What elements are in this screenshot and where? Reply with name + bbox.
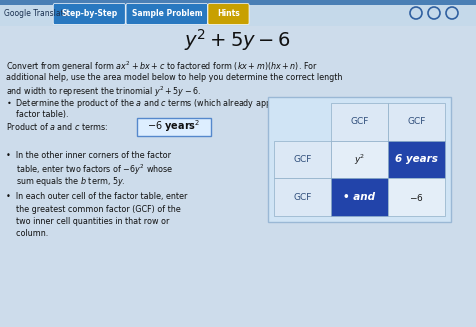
Text: Hints: Hints	[217, 9, 240, 19]
FancyBboxPatch shape	[53, 4, 125, 25]
Text: Product of $a$ and $c$ terms:: Product of $a$ and $c$ terms:	[6, 121, 112, 132]
FancyBboxPatch shape	[268, 97, 451, 222]
Text: Step-by-Step: Step-by-Step	[61, 9, 118, 19]
Text: $-6$: $-6$	[409, 192, 424, 202]
FancyBboxPatch shape	[388, 141, 445, 178]
Text: column.: column.	[6, 229, 48, 237]
FancyBboxPatch shape	[0, 0, 476, 26]
Text: • and: • and	[343, 192, 376, 202]
Text: GCF: GCF	[350, 117, 368, 126]
Text: 6 years: 6 years	[395, 154, 438, 164]
FancyBboxPatch shape	[274, 141, 331, 178]
Text: table, enter two factors of $-6y^2$ whose: table, enter two factors of $-6y^2$ whos…	[6, 163, 174, 177]
Text: $y^2+5y-6$: $y^2+5y-6$	[184, 27, 292, 53]
FancyBboxPatch shape	[331, 103, 388, 141]
FancyBboxPatch shape	[388, 178, 445, 216]
Text: and width to represent the trinomial $y^2+5y-6$.: and width to represent the trinomial $y^…	[6, 85, 201, 99]
FancyBboxPatch shape	[126, 4, 208, 25]
Text: GCF: GCF	[293, 193, 311, 201]
Text: sum equals the $b$ term, $5y$.: sum equals the $b$ term, $5y$.	[6, 175, 126, 187]
FancyBboxPatch shape	[208, 4, 249, 25]
Text: GCF: GCF	[293, 155, 311, 164]
Text: Google Translate: Google Translate	[4, 9, 69, 19]
Text: •  In each outer cell of the factor table, enter: • In each outer cell of the factor table…	[6, 193, 188, 201]
Text: •  In the other inner corners of the factor: • In the other inner corners of the fact…	[6, 150, 171, 160]
Text: GCF: GCF	[407, 117, 426, 126]
FancyBboxPatch shape	[137, 117, 211, 135]
Text: $-6\ \mathbf{years}^2$: $-6\ \mathbf{years}^2$	[148, 119, 201, 134]
Text: •  Determine the product of the $a$ and $c$ terms (which already appear inside t: • Determine the product of the $a$ and $…	[6, 97, 327, 111]
FancyBboxPatch shape	[388, 103, 445, 141]
FancyBboxPatch shape	[331, 141, 388, 178]
FancyBboxPatch shape	[274, 178, 331, 216]
Text: the greatest common factor (GCF) of the: the greatest common factor (GCF) of the	[6, 204, 181, 214]
Text: two inner cell quantities in that row or: two inner cell quantities in that row or	[6, 216, 169, 226]
Text: additional help, use the area model below to help you determine the correct leng: additional help, use the area model belo…	[6, 73, 342, 81]
Text: Convert from general form $ax^2+bx+c$ to factored form $(kx+m)(hx+n)$. For: Convert from general form $ax^2+bx+c$ to…	[6, 60, 318, 75]
Text: Sample Problem: Sample Problem	[131, 9, 202, 19]
FancyBboxPatch shape	[331, 178, 388, 216]
FancyBboxPatch shape	[0, 0, 476, 5]
Text: factor table).: factor table).	[6, 110, 69, 119]
Text: $y^2$: $y^2$	[354, 152, 365, 167]
